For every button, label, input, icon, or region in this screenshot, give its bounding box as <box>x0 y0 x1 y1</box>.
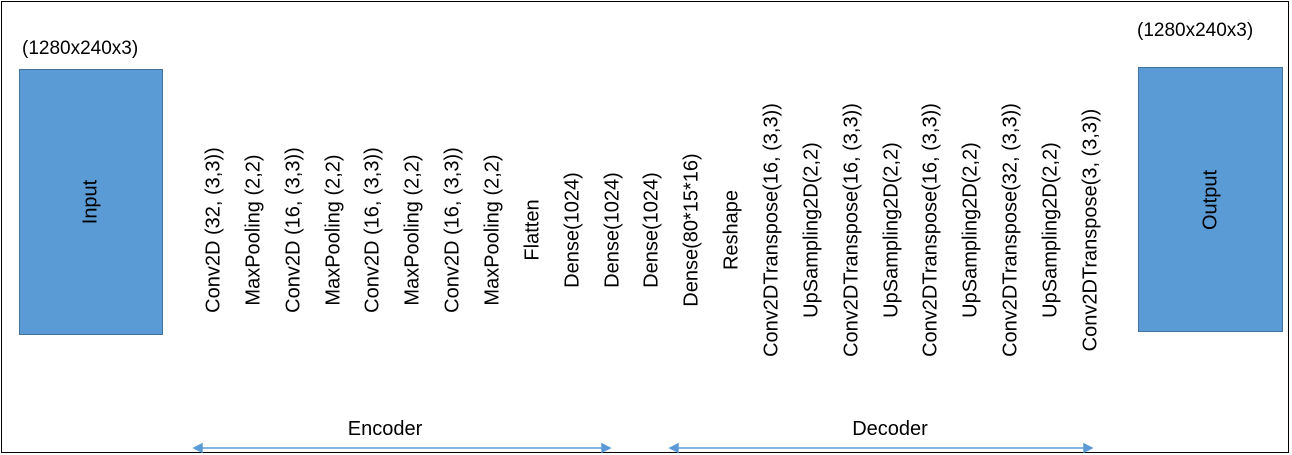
input-block: Input <box>19 69 163 335</box>
decoder-arrow <box>668 442 1094 454</box>
output-block: Output <box>1138 67 1283 332</box>
encoder-arrow <box>192 442 612 454</box>
decoder-label: Decoder <box>852 418 928 440</box>
output-dimensions: (1280x240x3) <box>1137 20 1254 41</box>
input-dimensions: (1280x240x3) <box>22 38 139 59</box>
encoder-label: Encoder <box>347 418 423 440</box>
